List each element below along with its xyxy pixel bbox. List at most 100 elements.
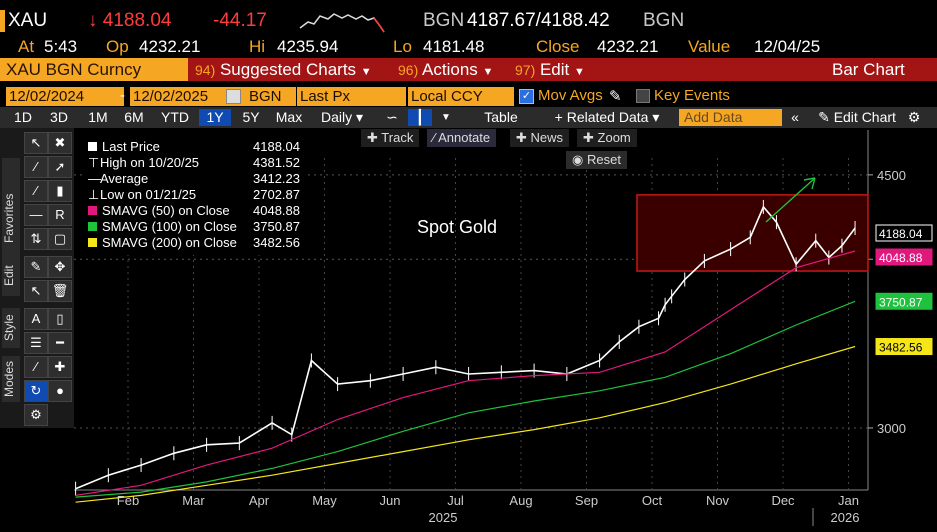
tab-edit[interactable]: Edit (2, 256, 20, 296)
legend-average[interactable]: —Average 3412.23 (88, 171, 300, 186)
suggested-charts-menu[interactable]: 94) Suggested Charts ▼ (195, 60, 372, 79)
pencil-icon[interactable]: ✎ (609, 88, 622, 105)
trash-icon[interactable]: 🗑 (48, 280, 72, 302)
delete-icon[interactable]: ✖ (48, 132, 72, 154)
sparkline-icon (299, 13, 385, 33)
open-value: 4232.21 (139, 37, 201, 56)
start-date-input[interactable]: 12/02/2024 (6, 87, 124, 106)
tab-style[interactable]: Style (2, 308, 20, 348)
period-max[interactable]: Max (275, 109, 303, 125)
gear-icon[interactable]: ⚙ (907, 109, 921, 125)
trendline-icon[interactable]: ∕ (24, 156, 48, 178)
period-3d[interactable]: 3D (50, 109, 68, 125)
legend-high[interactable]: ⊤High on 10/20/25 4381.52 (88, 155, 300, 170)
high-marker-icon: ⊤ (88, 155, 100, 170)
date-separator: - (120, 87, 125, 104)
line-weight-icon[interactable]: ☰ (24, 332, 48, 354)
chart-style-dropdown[interactable]: ▼ (441, 112, 451, 123)
bid-source: BGN (423, 10, 465, 31)
field-select[interactable]: Last Px (297, 87, 406, 106)
arrow-head (803, 177, 816, 190)
rectangle-icon[interactable]: ▢ (48, 228, 72, 250)
actions-menu[interactable]: 96) Actions ▼ (398, 60, 494, 79)
pointer-icon[interactable]: ↖ (24, 132, 48, 154)
line-style-icon[interactable]: ✎ (24, 256, 48, 278)
related-data-button[interactable]: + Related Data ▾ (554, 109, 660, 125)
reset-icon: ◉ (572, 152, 584, 167)
cycle-icon[interactable]: ↻ (24, 380, 48, 402)
add-data-input[interactable]: Add Data (679, 109, 782, 126)
source-input[interactable]: BGN (246, 87, 296, 106)
period-1m[interactable]: 1M (88, 109, 108, 125)
period-5y[interactable]: 5Y (242, 109, 260, 125)
currency-select[interactable]: Local CCY (408, 87, 514, 106)
news-button[interactable]: ✚ News (510, 129, 570, 147)
legend-sma200[interactable]: SMAVG (200) on Close 3482.56 (88, 235, 300, 251)
channel-icon[interactable]: ∕ (24, 180, 48, 202)
period-1d[interactable]: 1D (14, 109, 32, 125)
period-ytd[interactable]: YTD (161, 109, 189, 125)
series-line-smavg-50- (75, 250, 856, 496)
key-events-checkbox[interactable] (636, 89, 650, 103)
value-label: Value (688, 37, 731, 56)
collapse-icon[interactable]: « (791, 109, 799, 125)
price-tag-box (875, 292, 933, 310)
price-tag-label: 3750.87 (879, 295, 923, 309)
reset-button[interactable]: ◉ Reset (566, 151, 627, 169)
security-field[interactable]: XAU BGN Curncy (0, 58, 188, 81)
select-icon[interactable]: ↖ (24, 280, 48, 302)
zoom-icon: ✚ (583, 130, 594, 145)
x-tick-label: Dec (771, 493, 795, 508)
at-label: At (18, 37, 35, 56)
news-icon: ✚ (516, 130, 527, 145)
last-price: ↓ 4188.04 (88, 10, 172, 31)
table-button[interactable]: Table (484, 109, 518, 125)
tab-modes[interactable]: Modes (2, 356, 20, 402)
end-date-input[interactable]: 12/02/2025 (130, 87, 248, 106)
x-tick-label: Jul (447, 493, 464, 508)
pencil-icon: ∕ (433, 130, 436, 145)
track-button[interactable]: ✚ Track (361, 129, 420, 147)
bar-chart-icon[interactable]: ┃ (408, 109, 432, 126)
legend-low[interactable]: ⊥Low on 01/21/25 2702.87 (88, 187, 300, 202)
move-icon[interactable]: ✥ (48, 256, 72, 278)
zoom-button[interactable]: ✚ Zoom (577, 129, 637, 147)
horizontal-line-icon[interactable]: — (24, 204, 48, 226)
calendar-icon[interactable] (226, 89, 241, 104)
close-label: Close (536, 37, 580, 56)
edit-menu[interactable]: 97) Edit ▼ (515, 60, 585, 79)
annotate-button[interactable]: ∕ Annotate (427, 129, 497, 147)
fibonacci-icon[interactable]: ⇅ (24, 228, 48, 250)
series-line-smavg-100- (75, 300, 856, 498)
palette-icon[interactable]: ● (48, 380, 72, 402)
crosshair-icon[interactable]: ∕ (24, 356, 48, 378)
x-year-label: 2026 (831, 510, 860, 525)
chevron-down-icon: ▼ (574, 66, 585, 78)
ticker-symbol: XAU (8, 10, 48, 31)
edit-chart-button[interactable]: ✎ Edit Chart (818, 109, 896, 125)
ray-icon[interactable]: ➚ (48, 156, 72, 178)
quote-stats: At 5:43 Op 4232.21 Hi 4235.94 Lo 4181.48… (0, 36, 937, 58)
legend-last-price[interactable]: Last Price 4188.04 (88, 139, 300, 155)
text-style-icon[interactable]: A (24, 308, 48, 330)
chart-toolbar: 1D 3D 1M 6M YTD 1Y 5Y Max Daily ▾ ∽ ┃ ▼ … (0, 107, 937, 128)
price-tag-label: 4048.88 (879, 251, 923, 265)
legend-sma100[interactable]: SMAVG (100) on Close 3750.87 (88, 219, 300, 235)
price-change: -44.17 (213, 10, 267, 31)
magnet-icon[interactable]: ✚ (48, 356, 72, 378)
frequency-select[interactable]: Daily ▾ (320, 109, 364, 125)
dash-style-icon[interactable]: ━ (48, 332, 72, 354)
x-tick-label: Jun (380, 493, 401, 508)
spot-gold-annotation[interactable]: Spot Gold (417, 217, 498, 237)
period-6m[interactable]: 6M (124, 109, 144, 125)
legend-swatch (88, 206, 97, 215)
period-1y[interactable]: 1Y (199, 109, 231, 126)
settings-icon[interactable]: ⚙ (24, 404, 48, 426)
retracement-icon[interactable]: R (48, 204, 72, 226)
parallel-icon[interactable]: ▮ (48, 180, 72, 202)
line-chart-icon[interactable]: ∽ (386, 109, 398, 125)
legend-sma50[interactable]: SMAVG (50) on Close 4048.88 (88, 203, 300, 219)
fill-icon[interactable]: ▯ (48, 308, 72, 330)
mov-avgs-checkbox[interactable]: ✓ (519, 89, 534, 104)
